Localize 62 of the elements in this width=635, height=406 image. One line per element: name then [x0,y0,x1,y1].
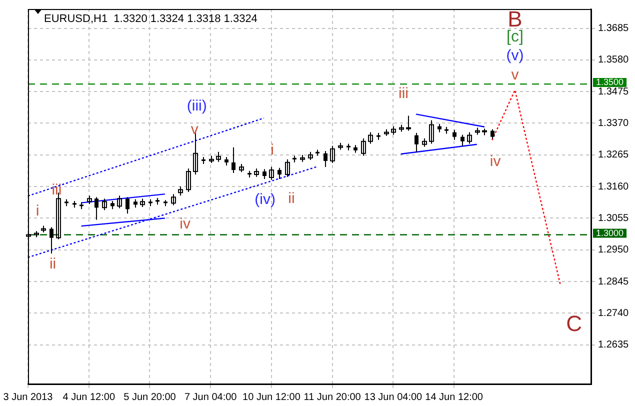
annotation: [c] [506,28,524,46]
candlestick [94,196,98,220]
candlestick [285,158,290,178]
annotation: i [36,202,40,220]
y-tick-label: 1.2950 [598,244,630,256]
x-tick-label: 4 Jun 12:00 [62,392,116,403]
y-tick-label: 1.2845 [598,276,630,288]
x-tick-label: 11 Jun 20:00 [304,392,362,403]
candlestick [126,196,130,214]
y-tick-label: 1.3475 [598,86,630,98]
y-tick-label: 1.3580 [598,54,630,66]
y-tick-label: 1.2740 [598,308,630,319]
annotation: (iii) [186,98,207,115]
candlestick [232,146,236,174]
ref-line-label: 1.3500 [596,77,624,88]
x-tick-label: 3 Jun 2013 [3,392,54,403]
annotation: ii [49,256,56,273]
candlestick [324,150,328,168]
candlestick [117,195,122,209]
candlestick [406,115,411,132]
candlestick [278,167,282,180]
x-tick-label: 14 Jun 12:00 [425,392,484,403]
annotation: i [270,142,274,159]
candlestick [171,194,176,206]
candlestick [102,198,107,211]
candlestick [269,166,274,180]
candlestick [368,132,373,144]
candlestick [50,226,54,254]
candlestick [429,120,434,144]
candlestick [361,138,366,156]
annotation: iv [490,153,502,170]
annotation: v [190,120,199,138]
candlestick [262,168,266,180]
y-tick-label: 1.3055 [598,212,630,224]
y-tick-label: 1.3370 [598,118,630,129]
annotation: ii [288,190,295,207]
candlestick [467,132,472,144]
x-tick-label: 7 Jun 04:00 [184,392,238,403]
ref-line-label: 1.3000 [596,228,624,238]
y-tick-label: 1.3160 [598,181,630,192]
annotation: (iv) [254,191,276,208]
annotation: iii [398,84,409,102]
candlestick [216,151,221,162]
y-tick-label: 1.3265 [598,150,630,161]
candlestick [414,132,418,152]
y-tick-label: 1.3685 [598,23,630,34]
candlestick [452,129,456,140]
y-tick-label: 1.2635 [598,340,630,351]
x-tick-label: 13 Jun 04:00 [364,392,423,403]
candlestick [186,168,191,192]
candlestick [460,134,464,146]
candlestick [490,128,494,140]
candlestick [330,145,335,164]
x-tick-label: 5 Jun 20:00 [124,392,176,403]
candlestick [178,186,183,196]
annotation: iii [52,181,62,198]
annotation: iv [180,215,191,232]
x-tick-label: 10 Jun 12:00 [242,392,301,403]
chart-title: EURUSD,H1 1.3320 1.3324 1.3318 1.3324 [44,13,258,26]
annotation: (v) [506,47,524,64]
annotation: v [511,66,520,84]
annotation: C [566,310,582,336]
